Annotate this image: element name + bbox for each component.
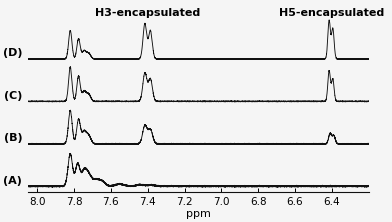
Text: H3-encapsulated: H3-encapsulated [95,8,200,18]
Text: (C): (C) [4,91,22,101]
Text: (B): (B) [4,133,22,143]
X-axis label: ppm: ppm [186,208,211,218]
Text: (D): (D) [3,48,22,59]
Text: H5-encapsulated: H5-encapsulated [279,8,385,18]
Text: (A): (A) [4,176,22,186]
